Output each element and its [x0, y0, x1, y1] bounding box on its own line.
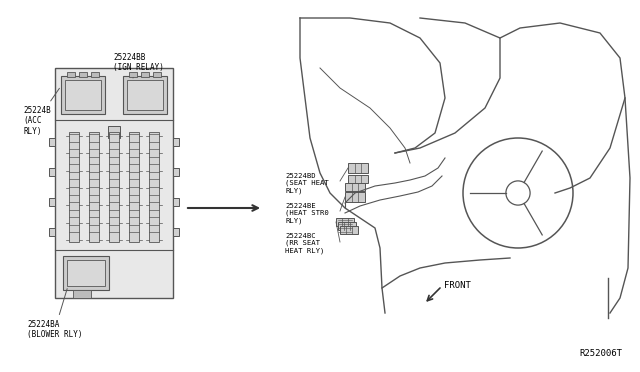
Bar	[61, 76, 105, 114]
Text: 25224BE
(HEAT STR0
RLY): 25224BE (HEAT STR0 RLY)	[285, 203, 329, 224]
Bar	[65, 80, 101, 110]
Text: 25224BC
(RR SEAT
HEAT RLY): 25224BC (RR SEAT HEAT RLY)	[285, 233, 324, 254]
Bar	[63, 256, 109, 290]
Text: FRONT: FRONT	[444, 282, 471, 291]
Bar	[173, 138, 179, 146]
Bar	[49, 168, 55, 176]
Bar	[345, 183, 365, 191]
Bar	[338, 222, 356, 230]
Bar	[109, 132, 119, 242]
Bar	[173, 198, 179, 206]
Bar	[340, 226, 358, 234]
Bar	[336, 218, 354, 226]
Bar	[91, 72, 99, 77]
Bar	[173, 228, 179, 236]
Bar	[127, 80, 163, 110]
Text: 25224BA
(BLOWER RLY): 25224BA (BLOWER RLY)	[27, 289, 83, 339]
Bar	[49, 138, 55, 146]
Text: R252006T: R252006T	[579, 349, 622, 358]
Text: 25224BD
(SEAT HEAT
RLY): 25224BD (SEAT HEAT RLY)	[285, 173, 329, 194]
Bar	[89, 132, 99, 242]
Bar	[67, 260, 105, 286]
Bar	[348, 163, 368, 173]
Bar	[79, 72, 87, 77]
Bar	[49, 198, 55, 206]
Bar	[173, 168, 179, 176]
Bar	[153, 72, 161, 77]
Bar	[348, 175, 368, 183]
Text: 25224B
(ACC
RLY): 25224B (ACC RLY)	[23, 88, 60, 136]
Bar	[149, 132, 159, 242]
Text: 25224BB
(IGN RELAY): 25224BB (IGN RELAY)	[113, 52, 164, 78]
Bar	[55, 68, 173, 298]
Bar	[73, 290, 91, 298]
Bar	[129, 72, 137, 77]
Bar	[49, 228, 55, 236]
Bar	[129, 132, 139, 242]
Bar	[123, 76, 167, 114]
Bar	[69, 132, 79, 242]
Bar	[345, 192, 365, 202]
Bar	[141, 72, 149, 77]
Bar	[67, 72, 75, 77]
Bar	[108, 126, 120, 138]
